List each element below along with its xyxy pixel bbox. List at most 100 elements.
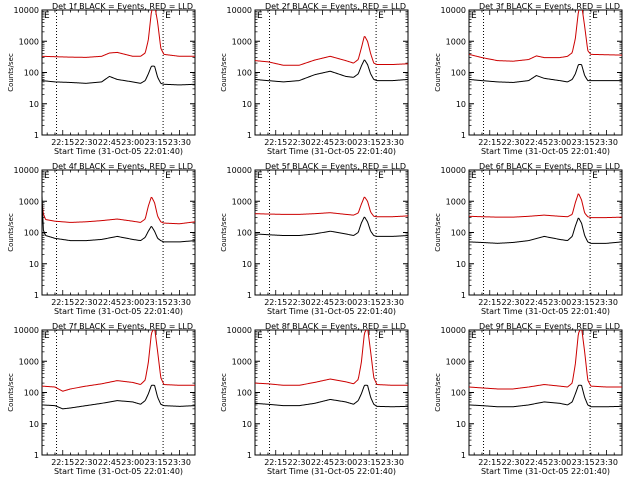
x-axis-label: Start Time (31-Oct-05 22:01:40) [481,307,610,316]
x-tick-label: 22:45 [525,138,548,147]
series-lld-red-line [255,330,408,386]
series-lld-red-line [255,35,408,66]
corner-label: E [165,171,171,181]
series-lld-red-line [255,196,408,218]
y-tick-label: 10 [242,260,252,269]
y-tick-label: 1 [461,451,466,460]
x-tick-label: 23:15 [145,138,168,147]
y-tick-label: 1000 [19,197,39,206]
y-tick-label: 1 [247,131,252,140]
y-tick-label: 10 [29,260,39,269]
x-tick-label: 23:30 [381,458,404,467]
x-tick-label: 23:30 [595,458,618,467]
y-tick-label: 1 [461,131,466,140]
y-tick-label: 10000 [441,166,466,175]
y-tick-label: 10 [456,420,466,429]
y-tick-label: 10000 [441,326,466,335]
series-lld-red-line [42,330,195,392]
corner-label: E [471,11,477,21]
plot-frame [41,169,196,296]
series-events-black-line [42,195,195,243]
y-axis-label: Counts/sec [7,213,15,252]
y-axis-label: Counts/sec [434,373,442,412]
chart-panel: Det 6f BLACK = Events, RED = LLD 1 10 100 10… [434,162,623,316]
chart-title: Det 2f BLACK = Events, RED = LLD [265,2,406,11]
x-tick-label: 22:15 [478,458,501,467]
y-tick-label: 1 [247,291,252,300]
corner-label: E [378,11,384,21]
y-tick-label: 1000 [19,357,39,366]
corner-label: E [592,171,598,181]
y-tick-label: 1000 [446,197,466,206]
x-axis-label: Start Time (31-Oct-05 22:01:40) [54,307,183,316]
series-lld-red-line [42,196,195,225]
x-tick-label: 22:30 [502,298,525,307]
x-tick-label: 23:00 [334,458,357,467]
x-tick-label: 22:15 [264,138,287,147]
chart-title: Det 3f BLACK = Events, RED = LLD [479,2,620,11]
y-tick-label: 10000 [441,6,466,15]
y-tick-label: 100 [237,389,252,398]
y-axis-label: Counts/sec [434,213,442,252]
series-events-black-line [42,65,195,86]
x-tick-label: 22:30 [75,458,98,467]
series-events-black-line [469,384,622,408]
y-axis-label: Counts/sec [7,53,15,92]
x-tick-label: 23:30 [168,458,191,467]
chart-title: Det 7f BLACK = Events, RED = LLD [52,322,193,331]
y-tick-label: 10 [29,420,39,429]
series-events-black-line [42,384,195,410]
x-tick-label: 22:15 [478,298,501,307]
x-tick-label: 22:30 [288,138,311,147]
chart-panel: Det 7f BLACK = Events, RED = LLD 1 10 100 10… [7,322,196,476]
x-axis-label: Start Time (31-Oct-05 22:01:40) [54,467,183,476]
y-tick-label: 10000 [227,6,252,15]
chart-title: Det 8f BLACK = Events, RED = LLD [265,322,406,331]
y-tick-label: 10 [242,100,252,109]
y-tick-label: 10000 [227,326,252,335]
chart-title: Det 1f BLACK = Events, RED = LLD [52,2,193,11]
corner-label: E [471,171,477,181]
x-tick-label: 23:00 [121,298,144,307]
chart-panel: Det 5f BLACK = Events, RED = LLD 1 10 100 10… [220,162,409,316]
x-tick-label: 23:00 [334,138,357,147]
chart-title: Det 4f BLACK = Events, RED = LLD [52,162,193,171]
x-tick-label: 23:15 [358,458,381,467]
series-events-black-line [255,59,408,83]
y-tick-label: 1 [34,131,39,140]
chart-panel: Det 8f BLACK = Events, RED = LLD 1 10 100 10… [220,322,409,476]
corner-label: E [257,171,263,181]
x-axis-label: Start Time (31-Oct-05 22:01:40) [481,467,610,476]
x-tick-label: 22:30 [502,458,525,467]
x-tick-label: 23:30 [595,298,618,307]
corner-label: E [592,331,598,341]
y-tick-label: 100 [24,69,39,78]
chart-panel: Det 9f BLACK = Events, RED = LLD 1 10 100 10… [434,322,623,476]
y-tick-label: 10 [456,100,466,109]
y-tick-label: 10000 [14,6,39,15]
y-tick-label: 1000 [446,37,466,46]
chart-panel: Det 3f BLACK = Events, RED = LLD 1 10 100 10… [434,2,623,156]
y-axis-label: Counts/sec [434,53,442,92]
plot-frame [254,9,409,136]
corner-label: E [378,331,384,341]
x-axis-label: Start Time (31-Oct-05 22:01:40) [481,147,610,156]
x-tick-label: 23:30 [381,138,404,147]
y-tick-label: 1 [461,291,466,300]
series-events-black-line [255,384,408,408]
series-lld-red-line [469,330,622,390]
x-tick-label: 22:15 [51,138,74,147]
x-tick-label: 23:15 [145,458,168,467]
x-tick-label: 22:45 [98,298,121,307]
series-events-black-line [469,64,622,83]
series-lld-red-line [42,10,195,58]
chart-title: Det 6f BLACK = Events, RED = LLD [479,162,620,171]
y-axis-label: Counts/sec [220,213,228,252]
x-axis-label: Start Time (31-Oct-05 22:01:40) [54,147,183,156]
x-tick-label: 22:45 [98,138,121,147]
x-tick-label: 22:15 [478,138,501,147]
plot-frame [41,329,196,456]
plot-frame [468,169,623,296]
